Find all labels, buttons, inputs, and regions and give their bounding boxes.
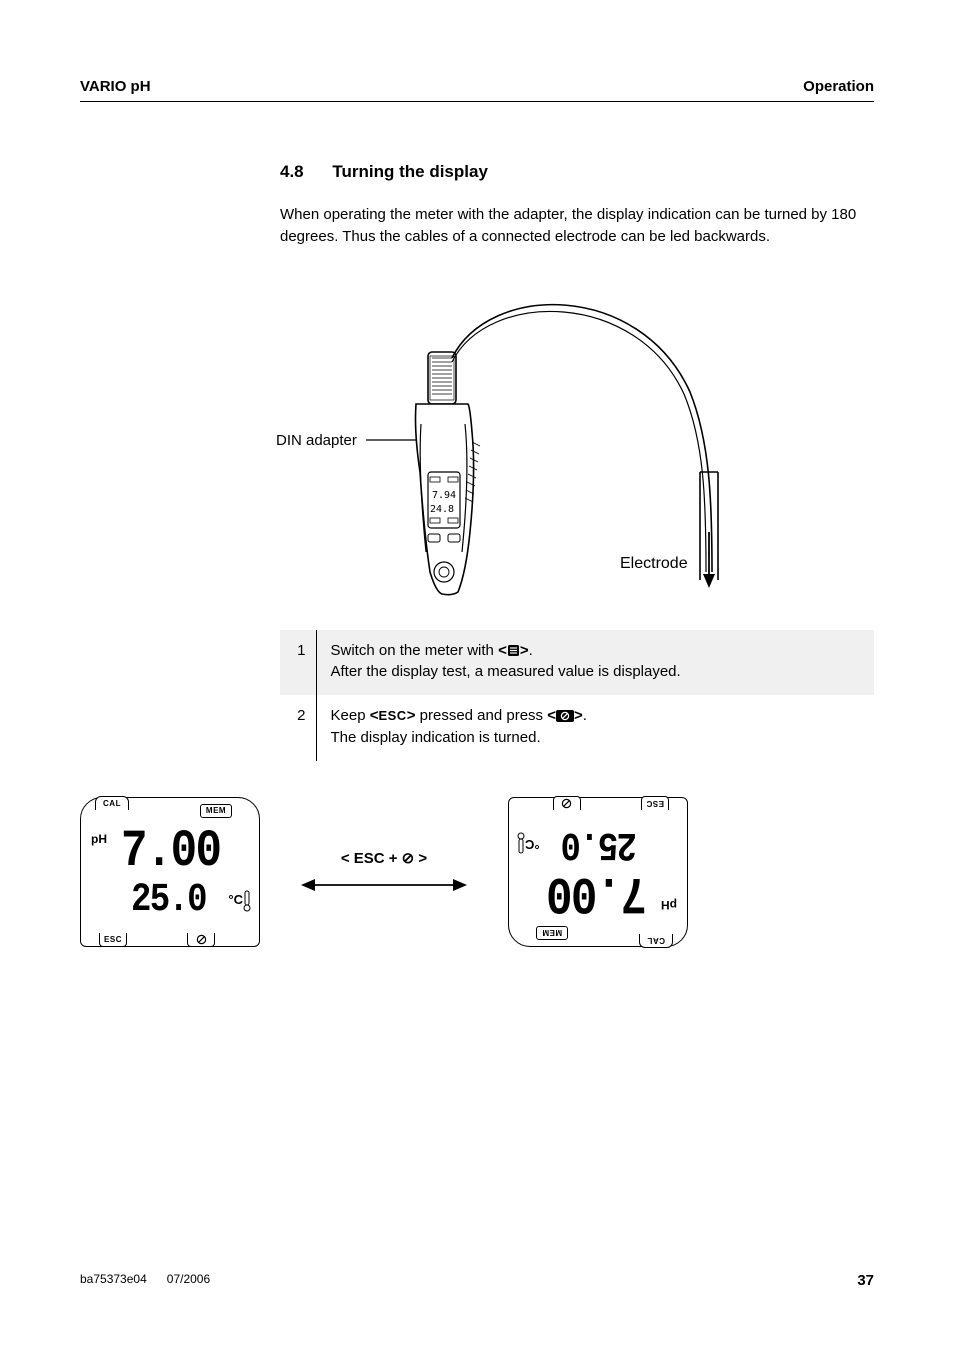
step-text: Keep <ESC> pressed and press <>.The disp… bbox=[316, 695, 874, 761]
step-row: 2Keep <ESC> pressed and press <>.The dis… bbox=[280, 695, 874, 761]
footer-page-number: 37 bbox=[857, 1272, 874, 1289]
lcd-ph-label: pH bbox=[661, 898, 677, 912]
section-number: 4.8 bbox=[280, 162, 304, 182]
lcd-esc-tab: ESC bbox=[641, 796, 669, 810]
step-number: 2 bbox=[280, 695, 316, 761]
page-header: VARIO pH Operation bbox=[80, 78, 874, 102]
section-heading: 4.8 Turning the display bbox=[280, 162, 874, 182]
section-title: Turning the display bbox=[332, 162, 488, 181]
steps-table: 1Switch on the meter with <>.After the d… bbox=[280, 630, 874, 761]
lcd-main-readout: 7.00 bbox=[121, 822, 220, 881]
lcd-cal-tab: CAL bbox=[95, 796, 129, 810]
page-footer: ba75373e04 07/2006 37 bbox=[80, 1272, 874, 1289]
nocircle-icon bbox=[196, 934, 207, 945]
lcd-nocircle-tab bbox=[187, 933, 215, 947]
lcd-mem-tab: MEM bbox=[536, 926, 568, 940]
lcd-normal: CAL MEM ESC pH 7.00 25.0 °C bbox=[80, 797, 260, 947]
footer-date: 07/2006 bbox=[167, 1272, 210, 1286]
step-row: 1Switch on the meter with <>.After the d… bbox=[280, 630, 874, 696]
figure-meter-setup: DIN adapter Electrode bbox=[280, 272, 874, 612]
svg-text:7.94: 7.94 bbox=[432, 490, 456, 501]
lcd-sub-readout: 25.0 bbox=[562, 821, 637, 866]
header-right: Operation bbox=[803, 78, 874, 95]
thermometer-icon bbox=[517, 832, 525, 854]
lcd-flipped: CAL MEM ESC pH 7.00 25.0 °C bbox=[508, 797, 688, 947]
lcd-nocircle-tab bbox=[553, 796, 581, 810]
intro-paragraph: When operating the meter with the adapte… bbox=[280, 204, 874, 248]
lcd-ph-label: pH bbox=[91, 832, 107, 846]
lcd-unit: °C bbox=[228, 892, 243, 907]
menu-icon bbox=[507, 644, 520, 657]
nocircle-key-icon bbox=[556, 710, 574, 722]
flip-arrow: < ESC + ⊘ > bbox=[294, 849, 474, 895]
header-left: VARIO pH bbox=[80, 78, 151, 95]
flip-key-combo: < ESC + ⊘ > bbox=[341, 849, 427, 867]
meter-diagram-svg: 7.94 24.8 bbox=[280, 272, 740, 612]
lcd-cal-tab: CAL bbox=[639, 933, 673, 947]
step-text: Switch on the meter with <>.After the di… bbox=[316, 630, 874, 696]
figure-display-flip: CAL MEM ESC pH 7.00 25.0 °C < ESC + ⊘ > bbox=[80, 797, 874, 947]
lcd-esc-tab: ESC bbox=[99, 933, 127, 947]
lcd-unit: °C bbox=[525, 837, 540, 852]
footer-doc-id: ba75373e04 bbox=[80, 1272, 147, 1286]
thermometer-icon bbox=[243, 890, 251, 912]
double-arrow-icon bbox=[299, 875, 469, 895]
nocircle-icon bbox=[562, 798, 573, 809]
lcd-main-readout: 7.00 bbox=[548, 863, 647, 922]
lcd-mem-tab: MEM bbox=[200, 804, 232, 818]
step-number: 1 bbox=[280, 630, 316, 696]
svg-text:24.8: 24.8 bbox=[430, 504, 454, 515]
lcd-sub-readout: 25.0 bbox=[131, 878, 206, 923]
